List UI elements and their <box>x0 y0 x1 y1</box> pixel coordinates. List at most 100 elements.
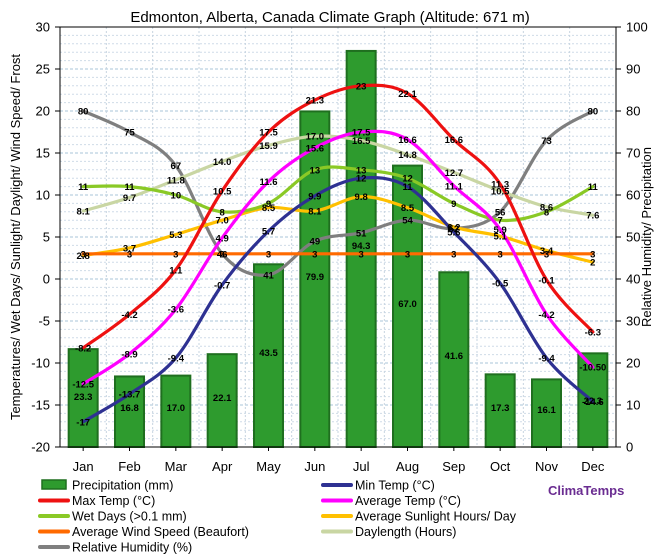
value-label-max-temp-c: -6.3 <box>585 327 601 338</box>
value-label-max-temp-c: 22.1 <box>398 89 417 100</box>
precipitation-bar-jul <box>345 49 377 448</box>
value-label-average-sunlight-hours-day: 3.4 <box>540 246 554 257</box>
value-label-relative-humidity: 52 <box>449 224 460 235</box>
value-label-average-temp-c: -10.50 <box>579 363 606 374</box>
value-label-daylength-hours: 16.5 <box>352 136 371 147</box>
legend-item-average-sunlight-hours-day: Average Sunlight Hours/ Day <box>321 510 517 524</box>
legend-label: Min Temp (°C) <box>355 479 435 493</box>
right-tick-label: 20 <box>626 356 640 371</box>
value-label-average-wind-speed-beaufort: 3 <box>451 249 456 260</box>
value-label-max-temp-c: 16.6 <box>445 135 464 146</box>
value-label-average-sunlight-hours-day: 6.2 <box>447 222 460 233</box>
legend-item-average-wind-speed-beaufort: Average Wind Speed (Beaufort) <box>38 525 249 539</box>
value-label-average-sunlight-hours-day: 7.0 <box>216 216 229 227</box>
right-tick-label: 40 <box>626 272 640 287</box>
value-label-min-temp-c: 12 <box>356 174 367 185</box>
right-tick-label: 90 <box>626 62 640 77</box>
right-tick-label: 10 <box>626 398 640 413</box>
x-tick-jul: Jul <box>353 459 370 474</box>
value-label-wet-days-0-1-mm: 9 <box>266 199 271 210</box>
value-label-max-temp-c: 1.1 <box>169 265 183 276</box>
x-axis-ticks: Jan Feb Mar Apr May Jun Jul Aug Sep Oct Nov Dec <box>73 447 605 474</box>
value-label-daylength-hours: 14.8 <box>398 150 417 161</box>
value-label-average-sunlight-hours-day: 2.8 <box>77 251 90 262</box>
value-label-max-temp-c: -0.1 <box>538 275 555 286</box>
value-label-average-wind-speed-beaufort: 3 <box>127 249 132 260</box>
legend-item-daylength-hours: Daylength (Hours) <box>321 525 456 539</box>
x-tick-jun: Jun <box>304 459 325 474</box>
value-label-max-temp-c: -8.2 <box>75 343 91 354</box>
right-tick-label: 50 <box>626 230 640 245</box>
value-label-daylength-hours: 17.0 <box>306 132 325 143</box>
left-tick-label: 25 <box>36 62 50 77</box>
legend-label: Average Temp (°C) <box>355 494 461 508</box>
value-label-wet-days-0-1-mm: 10 <box>171 191 182 202</box>
precipitation-label: 79.9 <box>306 272 325 283</box>
left-tick-label: -15 <box>31 398 50 413</box>
precipitation-label: 94.3 <box>352 241 371 252</box>
precipitation-bar-jun <box>299 110 331 448</box>
value-label-average-temp-c: 11.6 <box>260 177 278 188</box>
value-label-average-wind-speed-beaufort: 3 <box>544 249 549 260</box>
left-tick-label: -20 <box>31 440 50 455</box>
right-axis-label: Relative Humidity/ Precipitation <box>639 147 654 327</box>
value-label-relative-humidity: 41 <box>263 270 274 281</box>
x-tick-feb: Feb <box>118 459 140 474</box>
legend-item-max-temp-c: Max Temp (°C) <box>38 494 155 508</box>
value-label-relative-humidity: 49 <box>310 237 321 248</box>
value-label-relative-humidity: 80 <box>588 107 599 118</box>
precipitation-bars <box>67 49 609 449</box>
precipitation-label: 17.3 <box>491 403 510 414</box>
value-label-wet-days-0-1-mm: 13 <box>356 165 367 176</box>
value-label-average-wind-speed-beaufort: 3 <box>312 249 317 260</box>
legend-label: Average Sunlight Hours/ Day <box>355 510 517 524</box>
value-label-average-sunlight-hours-day: 3.7 <box>123 243 136 254</box>
value-label-wet-days-0-1-mm: 13 <box>310 165 321 176</box>
left-tick-label: 5 <box>43 230 50 245</box>
value-label-average-wind-speed-beaufort: 3 <box>498 249 503 260</box>
value-label-average-sunlight-hours-day: 9.8 <box>355 192 368 203</box>
value-label-average-sunlight-hours-day: 2 <box>590 258 595 269</box>
left-tick-label: 10 <box>36 188 50 203</box>
left-tick-label: 30 <box>36 20 50 35</box>
series-line-average-temp-c <box>81 129 595 386</box>
precipitation-bar-may <box>253 263 284 448</box>
left-tick-label: -5 <box>38 314 50 329</box>
value-label-average-sunlight-hours-day: 8.5 <box>262 203 276 214</box>
value-label-average-temp-c: 11.1 <box>445 181 464 192</box>
legend: Precipitation (mm) Min Temp (°C) Max Temp … <box>38 479 517 555</box>
x-tick-nov: Nov <box>535 459 559 474</box>
x-tick-may: May <box>256 459 281 474</box>
precipitation-bar-apr <box>206 353 238 448</box>
right-tick-label: 60 <box>626 188 640 203</box>
precipitation-label: 43.5 <box>259 348 278 359</box>
bar-value-labels: 23.3 16.8 17.0 22.1 43.5 79.9 94.3 67.0 41.6 17.3… <box>74 241 602 416</box>
value-label-daylength-hours: 7.6 <box>586 211 599 222</box>
precipitation-bar-nov <box>531 378 562 449</box>
value-label-daylength-hours: 11.8 <box>167 175 185 186</box>
x-tick-oct: Oct <box>490 459 511 474</box>
value-label-average-wind-speed-beaufort: 3 <box>266 249 271 260</box>
value-label-relative-humidity: 73 <box>541 136 552 147</box>
precipitation-label: 16.1 <box>537 405 556 416</box>
precipitation-label: 17.0 <box>167 403 186 414</box>
value-label-min-temp-c: -9.4 <box>538 353 555 364</box>
precipitation-label: 67.0 <box>398 299 417 310</box>
value-label-average-temp-c: -4.2 <box>538 310 554 321</box>
legend-item-wet-days-0-1-mm: Wet Days (>0.1 mm) <box>38 510 187 524</box>
value-label-wet-days-0-1-mm: 11 <box>78 182 89 193</box>
legend-swatch <box>41 479 67 490</box>
legend-label: Max Temp (°C) <box>72 494 155 508</box>
value-label-relative-humidity: 51 <box>356 228 367 239</box>
x-tick-apr: Apr <box>212 459 233 474</box>
legend-label: Relative Humidity (%) <box>72 541 192 555</box>
series-line-min-temp-c <box>81 176 595 424</box>
series-line-max-temp-c <box>81 83 595 350</box>
value-label-wet-days-0-1-mm: 8 <box>220 207 225 218</box>
legend-item-average-temp-c: Average Temp (°C) <box>321 494 461 508</box>
value-label-average-temp-c: 5.9 <box>494 225 507 236</box>
value-label-average-wind-speed-beaufort: 3 <box>81 249 86 260</box>
value-label-average-temp-c: 16.6 <box>398 135 417 146</box>
value-label-daylength-hours: 9.7 <box>123 193 136 204</box>
